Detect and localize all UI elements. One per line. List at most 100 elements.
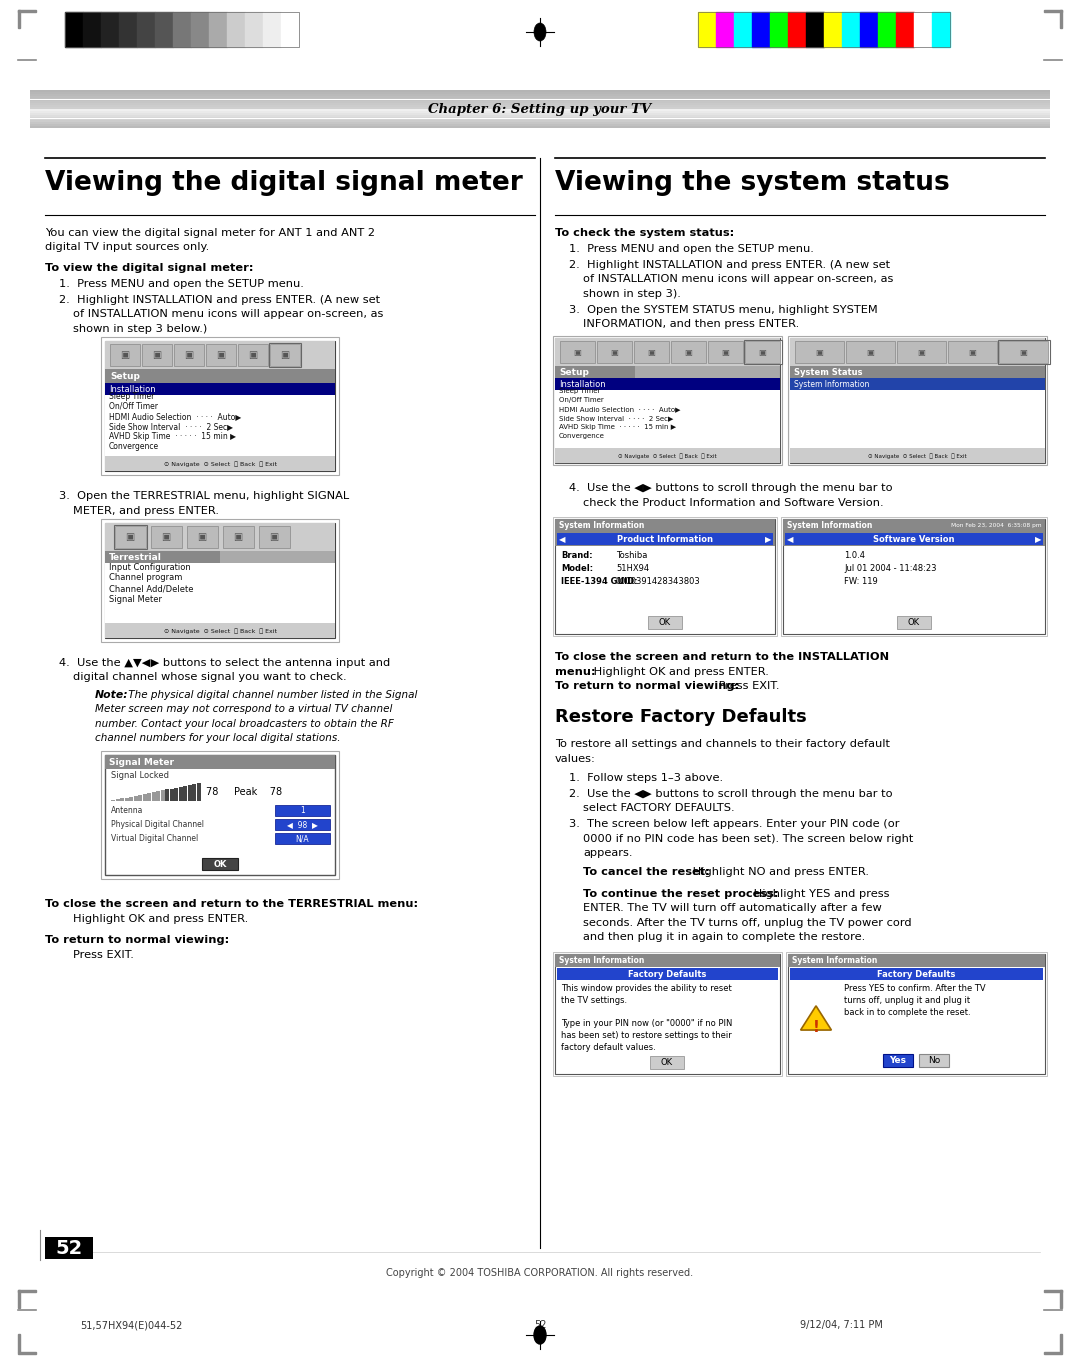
Bar (156, 12, 173, 46)
Bar (786, 952, 1047, 1076)
Bar (105, 370, 335, 383)
Text: 4.  Use the ▲▼◀▶ buttons to select the antenna input and: 4. Use the ▲▼◀▶ buttons to select the an… (59, 657, 390, 668)
Text: number. Contact your local broadcasters to obtain the RF: number. Contact your local broadcasters … (95, 719, 394, 728)
Text: appears.: appears. (583, 848, 633, 858)
Text: ⊙ Navigate  ⊙ Select  ⬛ Back  ⬛ Exit: ⊙ Navigate ⊙ Select ⬛ Back ⬛ Exit (867, 453, 967, 460)
Text: ▣: ▣ (1020, 348, 1027, 357)
Text: 1.  Press MENU and open the SETUP menu.: 1. Press MENU and open the SETUP menu. (569, 244, 814, 254)
Bar (789, 968, 1043, 981)
Bar (897, 617, 931, 629)
Bar (555, 520, 775, 634)
Bar (105, 341, 335, 471)
Text: Highlight OK and press ENTER.: Highlight OK and press ENTER. (73, 914, 248, 923)
Text: ▣: ▣ (152, 351, 162, 360)
Text: 51HX94: 51HX94 (616, 565, 649, 573)
Text: Setup: Setup (110, 371, 140, 381)
Text: 0000391428343803: 0000391428343803 (616, 577, 701, 587)
Bar (270, 344, 300, 366)
Bar (1044, 10, 1062, 12)
Bar (173, 12, 191, 46)
Text: ▣: ▣ (281, 351, 289, 360)
Bar (998, 340, 1050, 364)
Bar (183, 786, 187, 801)
Text: ▣: ▣ (216, 351, 226, 360)
Text: ▶: ▶ (765, 535, 771, 544)
Bar (650, 1056, 684, 1069)
Text: On/Off Timer: On/Off Timer (109, 401, 158, 411)
Text: ▣: ▣ (248, 351, 258, 360)
Text: Restore Factory Defaults: Restore Factory Defaults (555, 708, 807, 726)
Text: Installation: Installation (109, 385, 156, 394)
Bar (105, 563, 335, 623)
Bar (30, 113, 1050, 115)
Bar (770, 12, 788, 46)
Bar (174, 344, 204, 366)
Text: ENTER. The TV will turn off automatically after a few: ENTER. The TV will turn off automaticall… (583, 903, 881, 914)
Text: To return to normal viewing:: To return to normal viewing: (555, 682, 739, 692)
Bar (919, 1054, 949, 1067)
Bar (18, 1352, 36, 1354)
Bar (188, 784, 191, 801)
Bar (999, 341, 1048, 363)
Text: Viewing the digital signal meter: Viewing the digital signal meter (45, 170, 523, 196)
Bar (129, 797, 133, 801)
Text: OK: OK (661, 1058, 673, 1067)
Bar (785, 533, 1043, 546)
Bar (137, 12, 156, 46)
Bar (124, 798, 129, 801)
Bar (141, 344, 172, 366)
Text: Yes: Yes (890, 1056, 906, 1064)
Bar (781, 517, 1047, 637)
Text: ◀  98  ▶: ◀ 98 ▶ (287, 820, 318, 829)
Bar (174, 787, 178, 801)
Text: shown in step 3).: shown in step 3). (583, 289, 680, 299)
Bar (30, 95, 1050, 98)
Text: 2.  Use the ◀▶ buttons to scroll through the menu bar to: 2. Use the ◀▶ buttons to scroll through … (569, 788, 893, 799)
Text: ▣: ▣ (573, 348, 581, 357)
Bar (555, 449, 780, 464)
Bar (783, 520, 1045, 532)
Bar (555, 532, 775, 547)
Text: 2.  Highlight INSTALLATION and press ENTER. (A new set: 2. Highlight INSTALLATION and press ENTE… (569, 261, 890, 270)
Text: ▣: ▣ (968, 348, 976, 357)
Bar (120, 798, 124, 801)
Bar (860, 12, 878, 46)
Bar (30, 115, 1050, 116)
Text: On/Off Timer: On/Off Timer (559, 397, 604, 404)
Bar (842, 12, 860, 46)
Bar (119, 12, 137, 46)
Text: ⊙ Navigate  ⊙ Select  ⬛ Back  ⬛ Exit: ⊙ Navigate ⊙ Select ⬛ Back ⬛ Exit (163, 461, 276, 466)
Bar (788, 12, 806, 46)
Text: Factory Defaults: Factory Defaults (627, 970, 706, 978)
Bar (648, 617, 681, 629)
Bar (698, 12, 950, 46)
Text: shown in step 3 below.): shown in step 3 below.) (73, 323, 207, 334)
Bar (932, 12, 950, 46)
Text: N/A: N/A (296, 835, 309, 843)
Bar (30, 116, 1050, 119)
Text: Convergence: Convergence (109, 442, 159, 450)
Text: Physical Digital Channel: Physical Digital Channel (111, 820, 204, 829)
Bar (30, 123, 1050, 124)
Bar (102, 752, 339, 880)
Text: 3.  Open the TERRESTRIAL menu, highlight SIGNAL: 3. Open the TERRESTRIAL menu, highlight … (59, 491, 349, 501)
Text: 2.  Highlight INSTALLATION and press ENTER. (A new set: 2. Highlight INSTALLATION and press ENTE… (59, 295, 380, 304)
Text: Highlight YES and press: Highlight YES and press (750, 889, 890, 899)
Text: 1.  Press MENU and open the SETUP menu.: 1. Press MENU and open the SETUP menu. (59, 278, 303, 289)
Text: 9/12/04, 7:11 PM: 9/12/04, 7:11 PM (800, 1320, 882, 1330)
Text: INFORMATION, and then press ENTER.: INFORMATION, and then press ENTER. (583, 319, 799, 329)
Bar (824, 12, 842, 46)
Text: Factory Defaults: Factory Defaults (877, 970, 955, 978)
Text: 1: 1 (300, 806, 305, 816)
Text: Installation: Installation (559, 379, 606, 389)
Bar (30, 119, 1050, 120)
Bar (30, 98, 1050, 100)
Bar (1044, 1290, 1062, 1292)
Bar (561, 341, 595, 363)
Text: select FACTORY DEFAULTS.: select FACTORY DEFAULTS. (583, 803, 734, 813)
Text: System Information: System Information (787, 521, 873, 531)
Text: Brand:: Brand: (561, 551, 593, 561)
Bar (30, 109, 1050, 110)
Bar (238, 344, 268, 366)
Text: To close the screen and return to the INSTALLATION: To close the screen and return to the IN… (555, 652, 889, 663)
